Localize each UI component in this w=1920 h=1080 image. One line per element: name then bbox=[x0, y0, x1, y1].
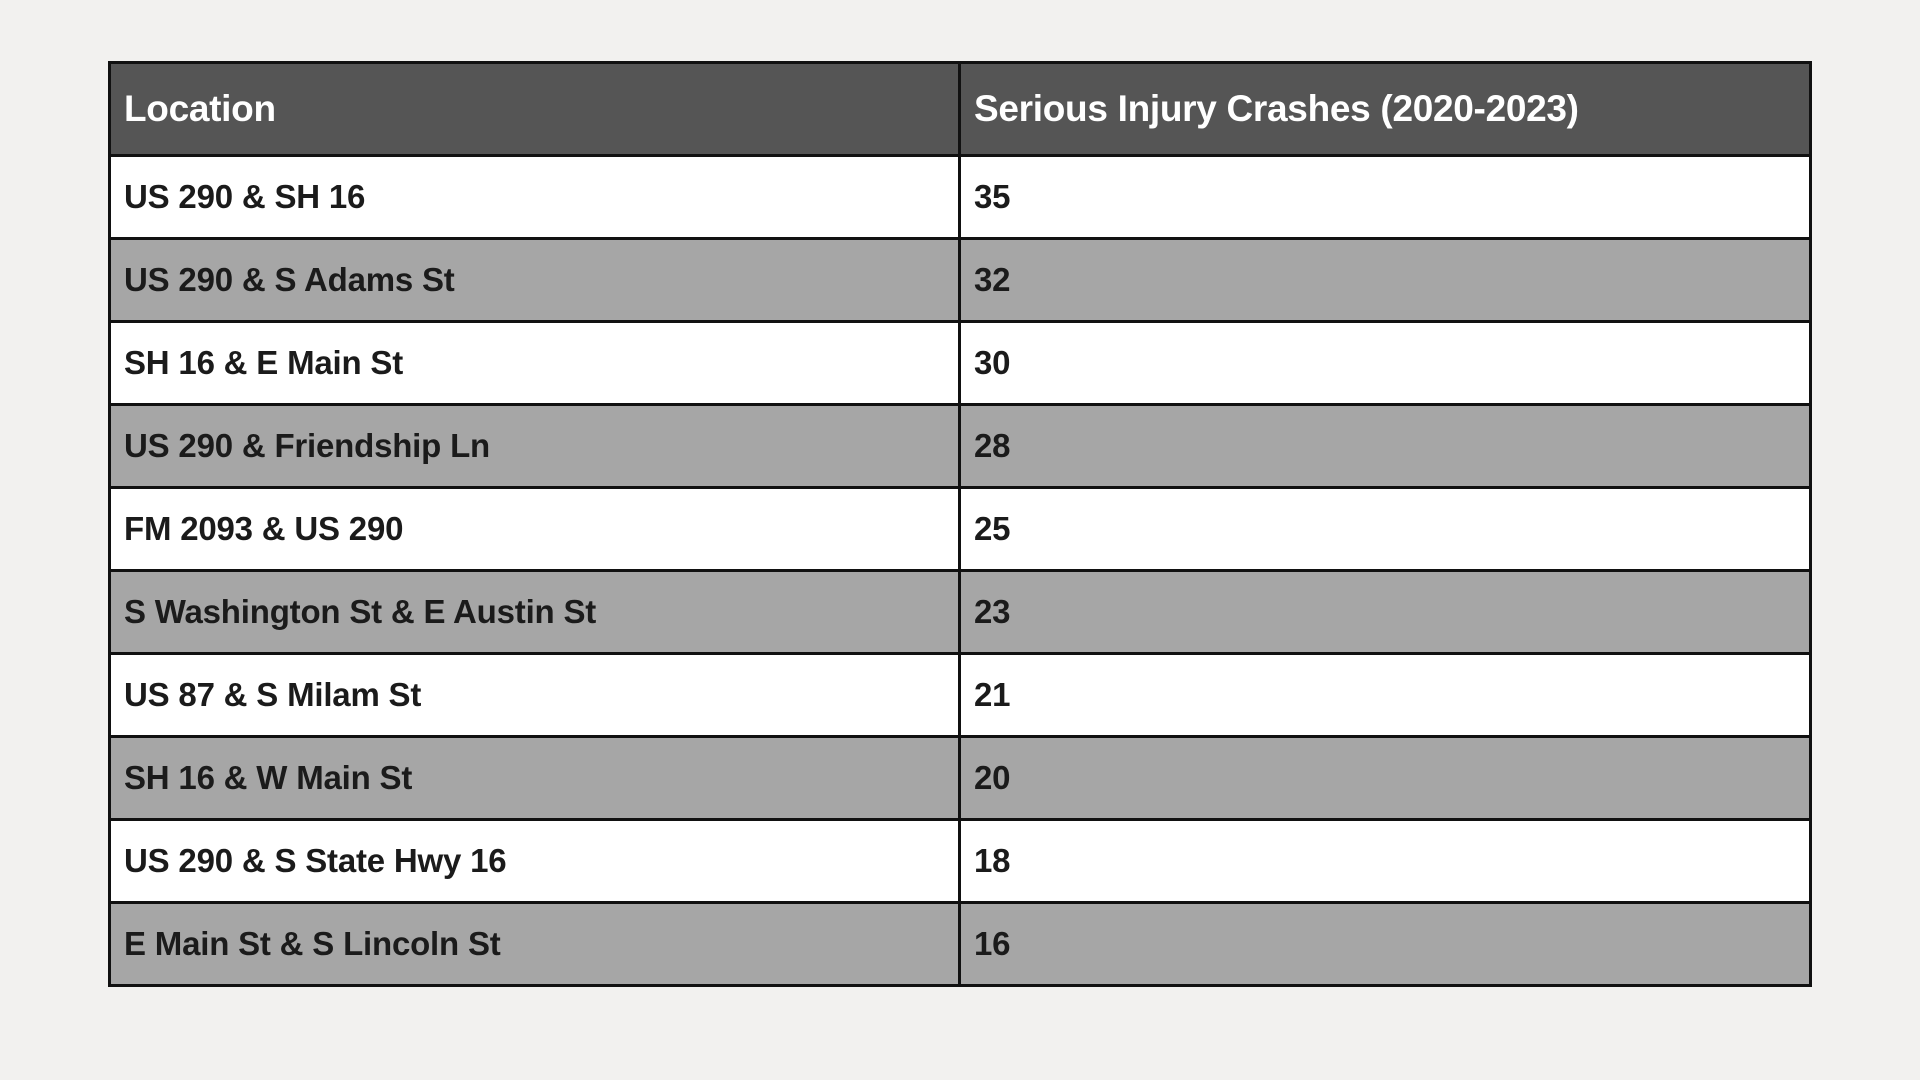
crash-table-container: Location Serious Injury Crashes (2020-20… bbox=[108, 61, 1812, 987]
table-row: FM 2093 & US 290 25 bbox=[108, 486, 1812, 572]
location-cell: US 290 & Friendship Ln bbox=[108, 403, 961, 489]
column-header-crashes: Serious Injury Crashes (2020-2023) bbox=[958, 61, 1812, 157]
location-cell: US 290 & S Adams St bbox=[108, 237, 961, 323]
table-row: SH 16 & W Main St 20 bbox=[108, 735, 1812, 821]
crashes-cell: 25 bbox=[958, 486, 1812, 572]
table-header: Location Serious Injury Crashes (2020-20… bbox=[108, 61, 1812, 157]
location-cell: S Washington St & E Austin St bbox=[108, 569, 961, 655]
table-row: US 290 & Friendship Ln 28 bbox=[108, 403, 1812, 489]
table-row: E Main St & S Lincoln St 16 bbox=[108, 901, 1812, 987]
crash-table: Location Serious Injury Crashes (2020-20… bbox=[108, 61, 1812, 987]
crashes-cell: 28 bbox=[958, 403, 1812, 489]
table-body: US 290 & SH 16 35 US 290 & S Adams St 32… bbox=[108, 154, 1812, 987]
location-cell: US 290 & S State Hwy 16 bbox=[108, 818, 961, 904]
crashes-cell: 18 bbox=[958, 818, 1812, 904]
crashes-cell: 35 bbox=[958, 154, 1812, 240]
crashes-cell: 30 bbox=[958, 320, 1812, 406]
column-header-location: Location bbox=[108, 61, 961, 157]
crashes-cell: 21 bbox=[958, 652, 1812, 738]
location-cell: US 87 & S Milam St bbox=[108, 652, 961, 738]
crashes-cell: 16 bbox=[958, 901, 1812, 987]
crashes-cell: 32 bbox=[958, 237, 1812, 323]
location-cell: US 290 & SH 16 bbox=[108, 154, 961, 240]
table-row: US 87 & S Milam St 21 bbox=[108, 652, 1812, 738]
table-row: S Washington St & E Austin St 23 bbox=[108, 569, 1812, 655]
table-row: US 290 & S State Hwy 16 18 bbox=[108, 818, 1812, 904]
crashes-cell: 20 bbox=[958, 735, 1812, 821]
table-row: SH 16 & E Main St 30 bbox=[108, 320, 1812, 406]
table-row: US 290 & SH 16 35 bbox=[108, 154, 1812, 240]
crashes-cell: 23 bbox=[958, 569, 1812, 655]
location-cell: E Main St & S Lincoln St bbox=[108, 901, 961, 987]
header-row: Location Serious Injury Crashes (2020-20… bbox=[108, 61, 1812, 157]
location-cell: FM 2093 & US 290 bbox=[108, 486, 961, 572]
location-cell: SH 16 & E Main St bbox=[108, 320, 961, 406]
location-cell: SH 16 & W Main St bbox=[108, 735, 961, 821]
table-row: US 290 & S Adams St 32 bbox=[108, 237, 1812, 323]
